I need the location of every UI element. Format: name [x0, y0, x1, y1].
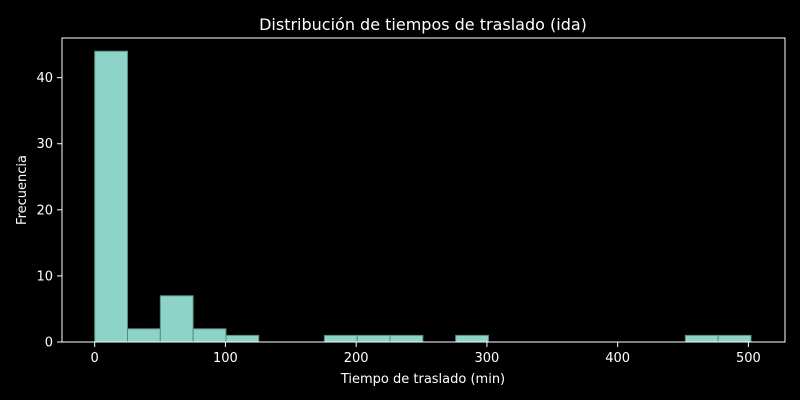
histogram-bar-0 — [94, 50, 129, 343]
histogram-bar-18 — [684, 334, 719, 343]
chart-title: Distribución de tiempos de traslado (ida… — [259, 15, 587, 34]
histogram-bar-3 — [192, 328, 227, 343]
bars-layer — [94, 50, 752, 343]
histogram-bar-19 — [717, 334, 752, 343]
x-tick-label: 400 — [605, 351, 630, 366]
y-tick-label: 20 — [36, 203, 53, 218]
y-tick-label: 30 — [36, 137, 53, 152]
histogram-bar-9 — [389, 334, 424, 343]
x-tick-label: 200 — [344, 351, 369, 366]
x-tick-label: 300 — [474, 351, 499, 366]
histogram-bar-2 — [159, 295, 194, 343]
x-axis-ticks: 0 100 200 300 400 500 — [91, 342, 761, 366]
y-axis-ticks: 0 10 20 30 40 — [36, 71, 62, 351]
y-tick-label: 0 — [45, 336, 53, 351]
histogram-bar-4 — [225, 334, 260, 343]
x-tick-label: 100 — [213, 351, 238, 366]
y-axis-label: Frecuencia — [15, 155, 30, 225]
x-axis-label: Tiempo de traslado (min) — [340, 372, 505, 387]
histogram-bar-8 — [356, 334, 391, 343]
y-tick-label: 40 — [36, 71, 53, 86]
histogram-bar-1 — [127, 328, 161, 343]
histogram-bar-7 — [323, 334, 358, 343]
plot-frame — [61, 37, 786, 343]
y-tick-label: 10 — [36, 269, 53, 284]
x-tick-label: 500 — [736, 351, 761, 366]
histogram-bar-11 — [455, 334, 489, 343]
x-tick-label: 0 — [91, 351, 99, 366]
